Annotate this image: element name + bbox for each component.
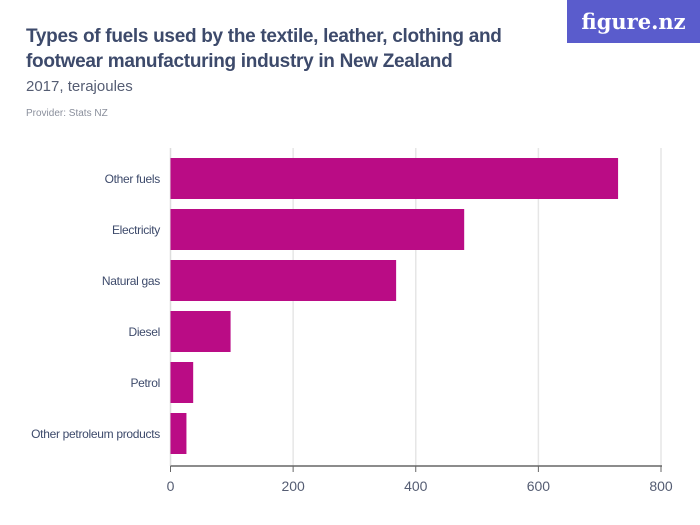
x-tick-label: 800: [649, 478, 673, 494]
x-tick-label: 400: [404, 478, 428, 494]
x-tick-label: 0: [167, 478, 175, 494]
chart-subtitle: 2017, terajoules: [26, 78, 133, 95]
x-tick-label: 200: [281, 478, 305, 494]
bar: [170, 362, 194, 403]
category-label: Diesel: [128, 325, 160, 339]
category-label: Other fuels: [105, 172, 161, 186]
bar: [170, 209, 465, 250]
provider: Provider: Stats NZ: [26, 108, 108, 119]
category-label: Other petroleum products: [31, 427, 160, 441]
chart-title: Types of fuels used by the textile, leat…: [26, 26, 502, 72]
category-label: Natural gas: [102, 274, 160, 288]
x-tick-label: 600: [527, 478, 551, 494]
category-label: Petrol: [130, 376, 160, 390]
bar: [170, 158, 619, 199]
category-label: Electricity: [112, 223, 160, 237]
bar: [170, 413, 187, 454]
figure-nz-logo[interactable]: figure.nz: [567, 0, 700, 43]
bar: [170, 311, 231, 352]
bar: [170, 260, 397, 301]
